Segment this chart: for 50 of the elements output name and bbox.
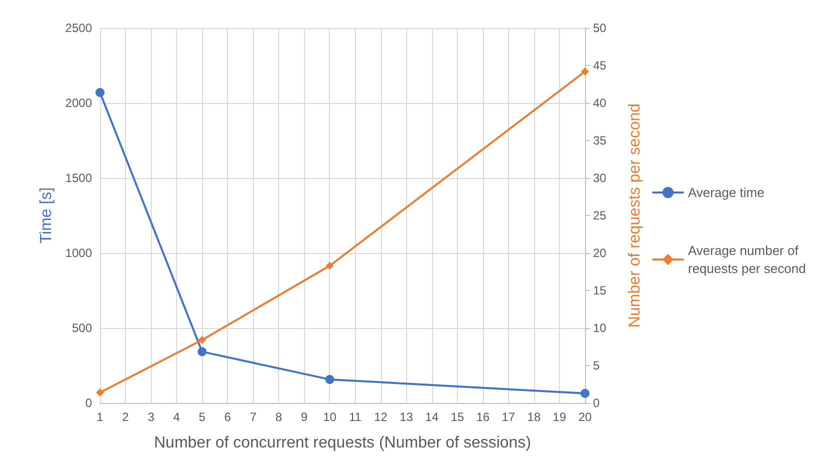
- x-tick-label: 13: [400, 410, 414, 424]
- point: [198, 347, 207, 356]
- x-tick-label: 1: [96, 410, 104, 424]
- x-tick-label: 5: [198, 410, 206, 424]
- point: [96, 88, 104, 97]
- y2-tick-label: 5: [593, 358, 600, 372]
- point: [581, 68, 589, 76]
- y-tick-label: 2500: [65, 21, 92, 35]
- y2-tick-label: 20: [593, 246, 607, 260]
- y2-tick-label: 30: [593, 171, 607, 185]
- x-tick-label: 12: [374, 410, 388, 424]
- x-tick-label: 2: [122, 410, 130, 424]
- x-tick-label: 20: [578, 410, 592, 424]
- x-tick-label: 15: [450, 410, 464, 424]
- x-tick-label: 9: [300, 410, 308, 424]
- y-tick-label: 1500: [65, 171, 92, 185]
- y2-tick-label: 10: [593, 321, 607, 335]
- point: [198, 336, 206, 344]
- y2-axis-title: Number of requests per second: [626, 103, 644, 328]
- point: [96, 388, 104, 396]
- y2-tick-label: 35: [593, 134, 607, 148]
- legend-label: Average number of requests per second: [688, 243, 806, 276]
- x-tick-label: 19: [552, 410, 566, 424]
- y2-tick-label: 45: [593, 58, 607, 72]
- point: [326, 262, 334, 270]
- point: [325, 374, 334, 384]
- y2-tick-label: 25: [593, 208, 607, 222]
- point: [580, 388, 590, 398]
- y-tick-label: 1000: [65, 246, 92, 260]
- y2-tick-label: 40: [593, 96, 607, 110]
- x-tick-label: 3: [148, 410, 155, 424]
- y-tick-label: 0: [85, 396, 92, 410]
- y-axis-title: Time [s]: [38, 187, 55, 244]
- y2-tick-label: 15: [593, 284, 607, 298]
- x-axis-title: Number of concurrent requests (Number of sessions): [154, 434, 532, 452]
- x-tick-label: 10: [323, 410, 337, 424]
- x-tick-label: 11: [349, 410, 362, 424]
- y-tick-label: 500: [72, 321, 92, 335]
- x-tick-label: 14: [425, 410, 439, 424]
- x-tick-label: 18: [527, 410, 541, 424]
- x-tick-label: 6: [224, 410, 232, 424]
- x-tick-label: 16: [476, 410, 490, 424]
- x-tick-label: 4: [173, 410, 180, 424]
- x-tick-label: 8: [275, 410, 282, 424]
- y2-tick-label: 0: [593, 396, 600, 410]
- x-tick-label: 17: [502, 410, 516, 424]
- x-tick-label: 7: [250, 410, 257, 424]
- y-tick-label: 2000: [65, 96, 92, 110]
- y2-tick-label: 50: [593, 21, 607, 35]
- legend-label: Average time: [688, 185, 764, 200]
